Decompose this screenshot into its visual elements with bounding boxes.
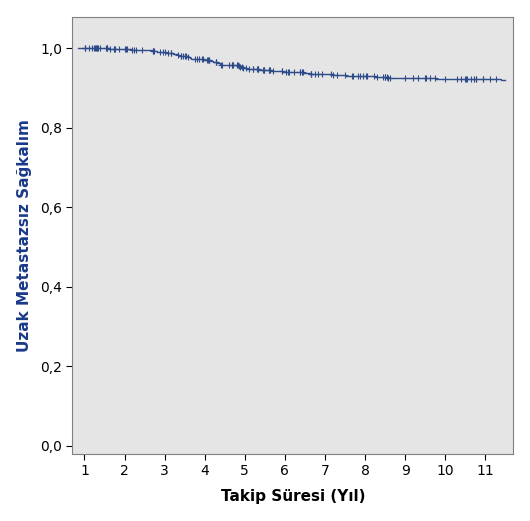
X-axis label: Takip Süresi (Yıl): Takip Süresi (Yıl): [220, 489, 365, 504]
Y-axis label: Uzak Metastazsız Sağkalım: Uzak Metastazsız Sağkalım: [16, 119, 32, 352]
